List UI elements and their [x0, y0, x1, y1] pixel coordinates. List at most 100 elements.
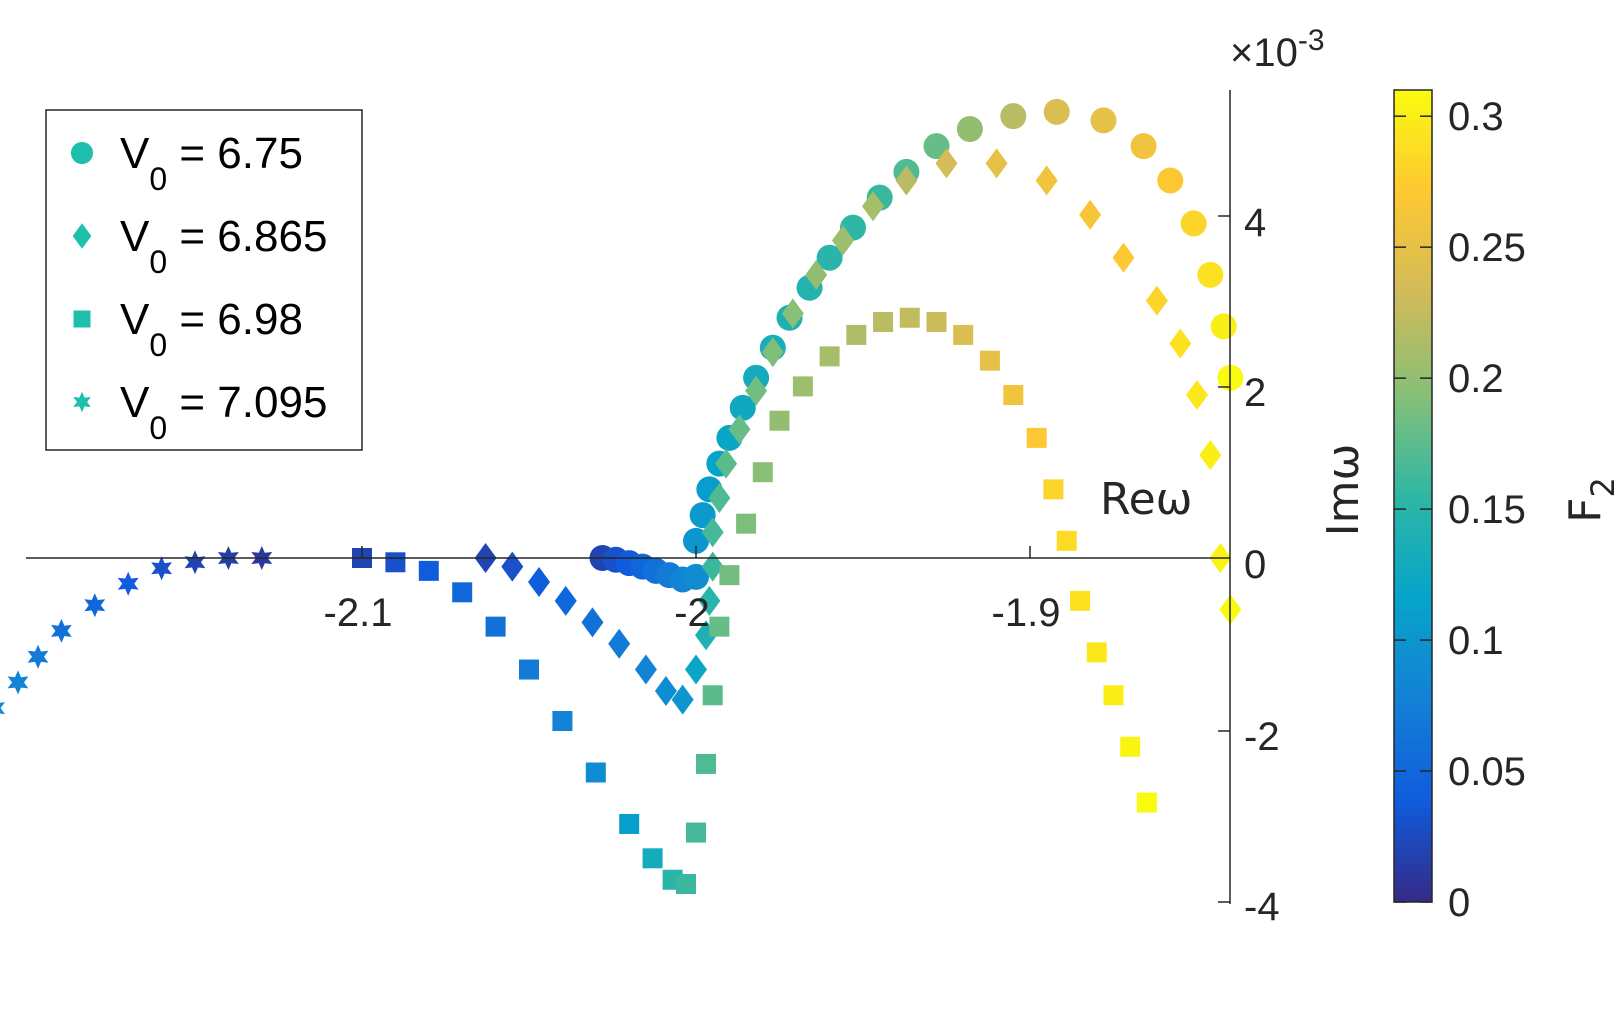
data-point: [761, 337, 784, 368]
data-point: [769, 410, 790, 431]
markers-layer: [0, 98, 1244, 895]
data-point: [683, 527, 709, 554]
data-point: [27, 644, 49, 669]
legend-label: V0 = 6.75: [120, 129, 303, 197]
data-point: [1026, 427, 1047, 448]
y-tick-label: 4: [1244, 201, 1266, 245]
data-point: [581, 607, 604, 638]
data-point: [1056, 530, 1077, 551]
x-tick-label: -2: [674, 591, 710, 635]
y-exponent-label: ×10-3: [1230, 24, 1325, 75]
colorbar-tick-label: 0.15: [1448, 488, 1526, 532]
data-point: [899, 307, 920, 328]
data-point: [689, 502, 716, 529]
x-axis: -2.1 -2 -1.9 Reω: [26, 474, 1230, 635]
data-point: [686, 822, 706, 843]
legend-marker-star: [73, 391, 91, 413]
data-point: [985, 148, 1008, 179]
data-point: [819, 346, 840, 367]
legend-marker-diamond: [72, 223, 92, 249]
y-tick-label: 2: [1244, 371, 1266, 415]
y-tick-label: -4: [1244, 885, 1280, 929]
data-point: [715, 448, 738, 479]
data-point: [418, 560, 439, 581]
colorbar-gradient: [1393, 89, 1433, 903]
x-tick-label: -2.1: [324, 591, 393, 635]
y-tick-label: -2: [1244, 715, 1280, 759]
data-point: [385, 552, 406, 573]
colorbar-label: F2: [1560, 477, 1622, 523]
colorbar-tick-label: 0.25: [1448, 226, 1526, 270]
data-point: [708, 482, 731, 513]
data-point: [685, 654, 707, 685]
y-axis: 4 2 0 -2 -4 ×10-3 Imω: [1218, 24, 1369, 929]
data-point: [619, 813, 640, 834]
data-point: [873, 312, 894, 333]
data-point: [675, 874, 696, 895]
data-point: [519, 659, 539, 680]
data-point: [552, 711, 573, 732]
data-point: [728, 414, 751, 445]
data-point: [1003, 384, 1024, 405]
data-point: [1169, 328, 1192, 359]
x-axis-label: Reω: [1100, 474, 1193, 525]
data-point: [1186, 379, 1208, 410]
data-point: [831, 225, 854, 256]
data-point: [895, 165, 918, 196]
data-point: [926, 312, 947, 333]
data-point: [698, 585, 721, 616]
data-point: [956, 116, 983, 142]
data-point: [701, 551, 724, 582]
data-point: [805, 259, 828, 290]
data-point: [452, 582, 473, 603]
data-point: [1086, 642, 1107, 663]
data-point: [792, 376, 813, 397]
data-point: [1199, 440, 1222, 471]
data-point: [846, 324, 867, 345]
data-point: [752, 462, 773, 483]
data-point: [1197, 261, 1224, 288]
colorbar-tick-label: 0: [1448, 881, 1470, 925]
colorbar-tick-label: 0.3: [1448, 95, 1504, 139]
data-point: [1157, 167, 1184, 194]
data-point: [7, 670, 29, 695]
data-point: [1103, 685, 1124, 706]
data-point: [1210, 313, 1237, 340]
data-point: [923, 133, 950, 160]
data-point: [1180, 210, 1207, 237]
data-point: [51, 618, 72, 643]
colorbar-tick-label: 0.05: [1448, 750, 1526, 794]
series-square: [352, 307, 1157, 895]
data-point: [671, 684, 694, 715]
data-point: [1043, 98, 1070, 125]
data-point: [1120, 736, 1141, 757]
data-point: [151, 556, 172, 581]
data-point: [585, 762, 606, 783]
data-point: [736, 513, 757, 534]
data-point: [1070, 590, 1091, 611]
data-point: [528, 567, 551, 598]
series-diamond: [474, 148, 1242, 715]
colorbar-tick-label: 0.1: [1448, 619, 1504, 663]
data-point: [1090, 107, 1117, 134]
data-point: [634, 654, 657, 685]
legend-marker-square: [73, 310, 91, 328]
data-point: [1043, 479, 1064, 500]
legend-box: [45, 109, 363, 451]
data-point: [696, 753, 717, 774]
y-axis-label: Imω: [1318, 444, 1369, 537]
data-point: [1035, 165, 1058, 196]
series-circle: [589, 98, 1244, 593]
data-point: [719, 565, 740, 586]
data-point: [701, 517, 724, 548]
data-point: [554, 585, 577, 616]
data-point: [654, 675, 677, 706]
legend-label: V0 = 6.865: [120, 212, 327, 280]
legend-label: V0 = 7.095: [120, 378, 327, 446]
data-point: [1112, 242, 1135, 273]
data-point: [709, 616, 730, 637]
data-point: [683, 563, 709, 590]
data-point: [745, 375, 768, 406]
data-point: [781, 298, 804, 329]
data-point: [84, 593, 106, 618]
